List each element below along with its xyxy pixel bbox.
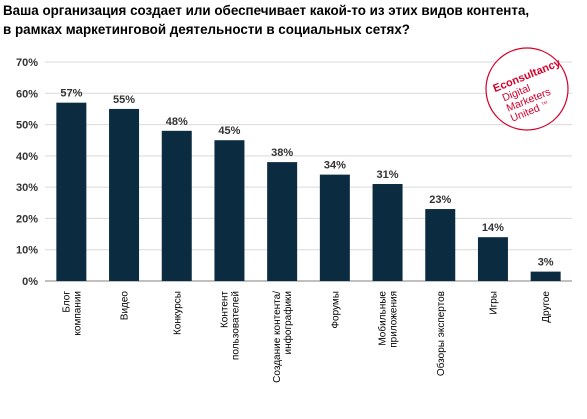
y-tick-label: 60%	[16, 88, 38, 100]
x-tick-label-line: Обзоры экспертов	[435, 291, 447, 376]
bar	[267, 162, 298, 281]
x-tick-label-line: Мобильные	[377, 291, 389, 346]
bar	[109, 108, 140, 281]
data-label: 3%	[538, 257, 554, 269]
bar	[477, 237, 508, 281]
bar	[319, 174, 350, 281]
data-label: 48%	[166, 116, 188, 128]
x-tick-label-line: инфографики	[282, 291, 294, 354]
bar	[56, 102, 87, 282]
x-tick-label-line: Видео	[120, 291, 131, 321]
x-tick-label: Игры	[488, 291, 499, 315]
bar	[214, 140, 245, 281]
x-tick-label: Мобильные приложения	[377, 291, 400, 348]
y-tick-label: 50%	[16, 120, 38, 132]
data-label: 45%	[218, 125, 240, 137]
x-tick-label-line: Блог	[61, 291, 72, 313]
bar	[161, 130, 192, 281]
bar	[425, 209, 456, 281]
x-tick-label: Создание контента/инфографики	[272, 291, 294, 383]
title-line-2: в рамках маркетинговой деятельности в со…	[3, 22, 410, 37]
x-tick-label-line: Контент	[219, 291, 230, 328]
data-label: 31%	[377, 169, 399, 181]
bar	[530, 271, 561, 281]
y-axis: 0% 10% 20% 30% 40% 50% 60% 70%	[16, 57, 38, 288]
data-label: 38%	[271, 147, 293, 159]
y-tick-label: 70%	[16, 57, 38, 69]
x-tick-label: Конкурсы	[172, 291, 183, 335]
data-label: 34%	[324, 160, 346, 172]
y-tick-label: 40%	[16, 151, 38, 163]
y-tick-label: 30%	[16, 182, 38, 194]
x-tick-label: Другое	[541, 291, 552, 323]
x-tick-label: Блог компании	[61, 291, 83, 336]
y-tick-label: 20%	[16, 213, 38, 225]
chart-title: Ваша организация создает или обеспечивае…	[3, 1, 587, 39]
x-tick-label-line: Другое	[541, 291, 552, 323]
data-labels: 57% 55% 48% 45% 38% 34% 31% 23% 14% 3%	[60, 88, 553, 269]
x-tick-label: Обзоры экспертов	[435, 291, 447, 376]
data-label: 55%	[113, 94, 135, 106]
data-label: 14%	[482, 222, 504, 234]
x-tick-label-line: компании	[72, 291, 83, 336]
x-tick-label: Видео	[120, 291, 131, 321]
data-label: 23%	[429, 194, 451, 206]
x-axis-labels: Блог компании Видео Конкурсы Контент пользова…	[61, 291, 552, 383]
data-label: 57%	[60, 88, 82, 100]
x-tick-label-line: приложения	[389, 291, 400, 348]
econsultancy-logo: Econsultancy Digital Marketers United TM	[485, 47, 569, 131]
y-tick-label: 0%	[22, 276, 38, 288]
x-tick-label-line: Конкурсы	[172, 291, 183, 335]
bars	[56, 102, 561, 282]
x-tick-label-line: Создание контента/	[272, 291, 283, 383]
x-tick-label: Контент пользователей	[219, 291, 241, 360]
logo-trademark: TM	[541, 100, 548, 107]
x-tick-label: Форумы	[330, 291, 341, 329]
bar	[372, 184, 403, 281]
x-tick-label-line: Форумы	[330, 291, 341, 329]
x-tick-label-line: Игры	[488, 291, 499, 315]
x-tick-label-line: пользователей	[230, 291, 241, 360]
y-tick-label: 10%	[16, 245, 38, 257]
title-line-1: Ваша организация создает или обеспечивае…	[3, 3, 530, 18]
logo-circle	[485, 47, 569, 131]
